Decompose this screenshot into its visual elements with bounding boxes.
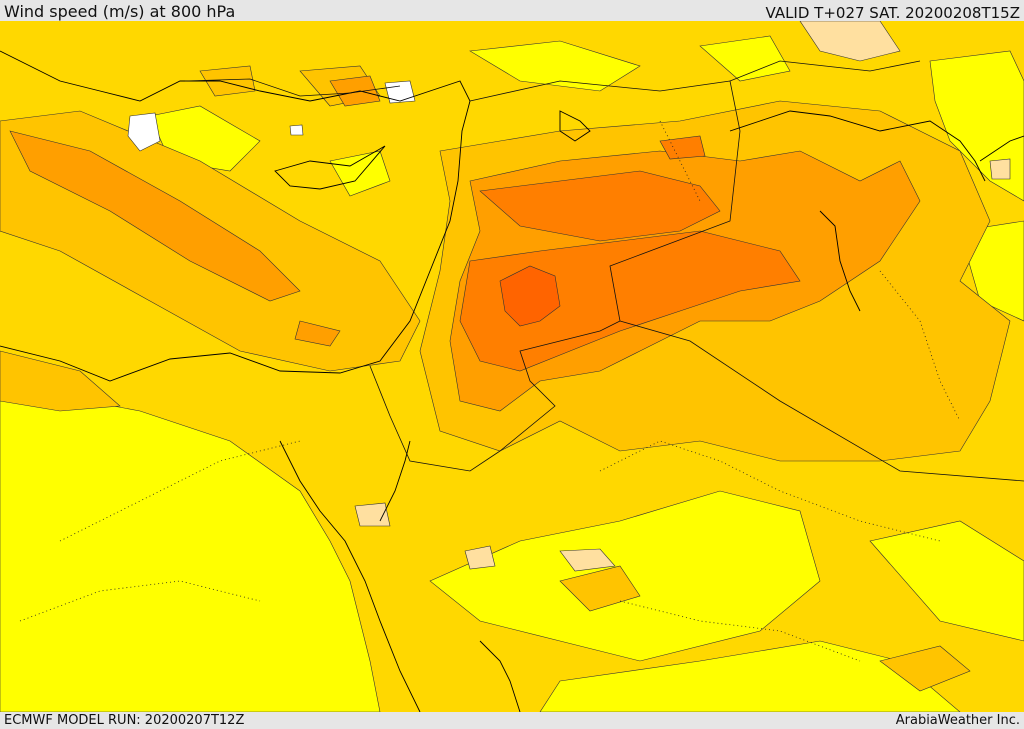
header-bar: Wind speed (m/s) at 800 hPa VALID T+027 … — [0, 0, 1024, 21]
credit-label: ArabiaWeather Inc. — [895, 713, 1020, 728]
wind-speed-map — [0, 21, 1024, 712]
band-higher — [459, 135, 801, 372]
band-peak — [499, 265, 561, 327]
chart-title: Wind speed (m/s) at 800 hPa — [4, 2, 236, 21]
internal-boundaries — [19, 120, 961, 662]
model-run-label: ECMWF MODEL RUN: 20200207T12Z — [4, 713, 245, 728]
valid-time-label: VALID T+027 SAT. 20200208T15Z — [765, 4, 1020, 22]
pale-patches — [354, 21, 1011, 572]
map-canvas — [0, 21, 1024, 712]
calm-patches — [127, 80, 416, 152]
footer-bar: ECMWF MODEL RUN: 20200207T12Z ArabiaWeat… — [0, 712, 1024, 729]
borders — [184, 60, 1024, 482]
